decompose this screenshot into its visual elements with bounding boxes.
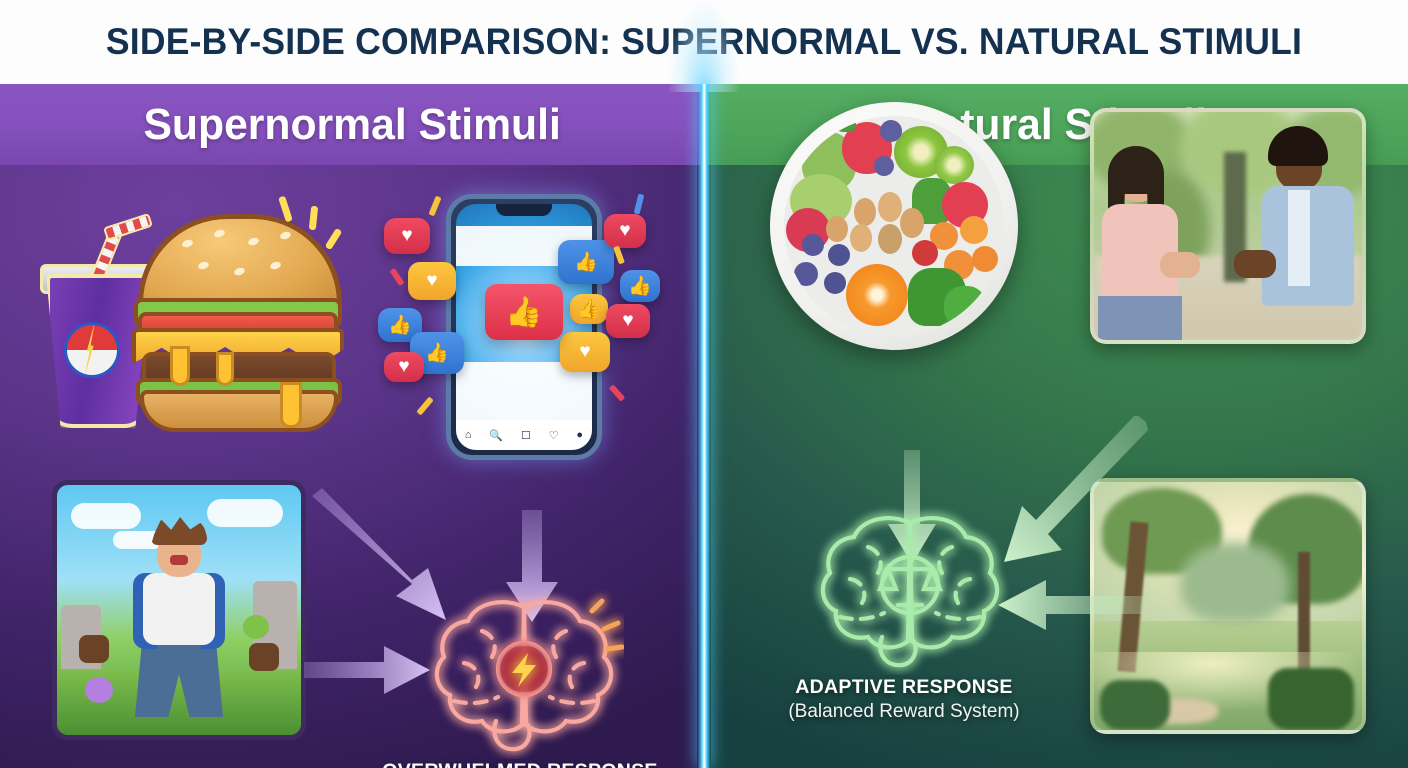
profile-icon: ●	[576, 429, 584, 441]
thumbs-up-icon: 👍	[485, 284, 563, 341]
arrow-nature-to-brain	[998, 580, 1144, 630]
search-icon: 🔍	[489, 429, 504, 442]
supernormal-stimuli-panel: Supernormal Stimuli	[0, 84, 704, 768]
arrow-game-to-brain	[304, 646, 430, 694]
left-panel-title: Supernormal Stimuli	[143, 99, 561, 149]
heart-icon: ♥	[604, 214, 646, 248]
arrow-food-to-brain	[888, 450, 936, 564]
arrow-food-to-brain	[312, 488, 446, 620]
phone-navbar: ⌂ 🔍 ☐ ♡ ●	[456, 420, 592, 450]
heart-icon: ♥	[408, 262, 456, 300]
arrow-people-to-brain	[1004, 416, 1148, 562]
thumbs-up-icon: 👍	[620, 270, 660, 302]
divider-glow	[668, 0, 740, 92]
camera-icon: ☐	[520, 429, 531, 442]
left-caption: OVERWHELMED RESPONSE (Hyper-activated Re…	[330, 760, 704, 768]
heart-icon: ♥	[606, 304, 650, 338]
social-media-phone-illustration: 👍 ⌂ 🔍 ☐ ♡ ● ♥ ♥ 👍 👍 ♥ 👍 ♥ 👍 👍	[378, 184, 664, 460]
fast-food-illustration	[34, 192, 344, 437]
arrow-phone-to-brain	[506, 510, 558, 622]
nature-landscape-photo	[1090, 478, 1366, 734]
heart-icon: ♥	[384, 218, 430, 254]
home-icon: ⌂	[464, 429, 472, 441]
healthy-food-bowl-illustration	[770, 102, 1032, 360]
heart-icon: ♥	[384, 352, 424, 382]
left-caption-title: OVERWHELMED RESPONSE	[330, 760, 704, 768]
smartphone-icon: 👍 ⌂ 🔍 ☐ ♡ ●	[446, 194, 602, 460]
right-caption-title: ADAPTIVE RESPONSE	[795, 676, 1013, 698]
thumbs-up-icon: 👍	[558, 240, 614, 284]
heart-icon: ♡	[548, 429, 559, 442]
heart-icon: ♥	[560, 332, 610, 372]
burger-icon	[130, 206, 344, 432]
right-caption-subtitle: (Balanced Reward System)	[788, 701, 1020, 722]
brain-with-lightning-bolt-icon	[434, 598, 624, 752]
social-interaction-photo	[1090, 108, 1366, 344]
center-divider	[697, 84, 711, 768]
video-game-illustration	[52, 480, 306, 740]
right-caption: ADAPTIVE RESPONSE (Balanced Reward Syste…	[734, 676, 1074, 723]
left-panel-header: Supernormal Stimuli	[0, 84, 704, 165]
natural-stimuli-panel: Natural Stimuli	[704, 84, 1408, 768]
thumbs-up-icon: 👍	[570, 294, 608, 324]
brain-with-balance-scale-icon	[820, 516, 1000, 668]
